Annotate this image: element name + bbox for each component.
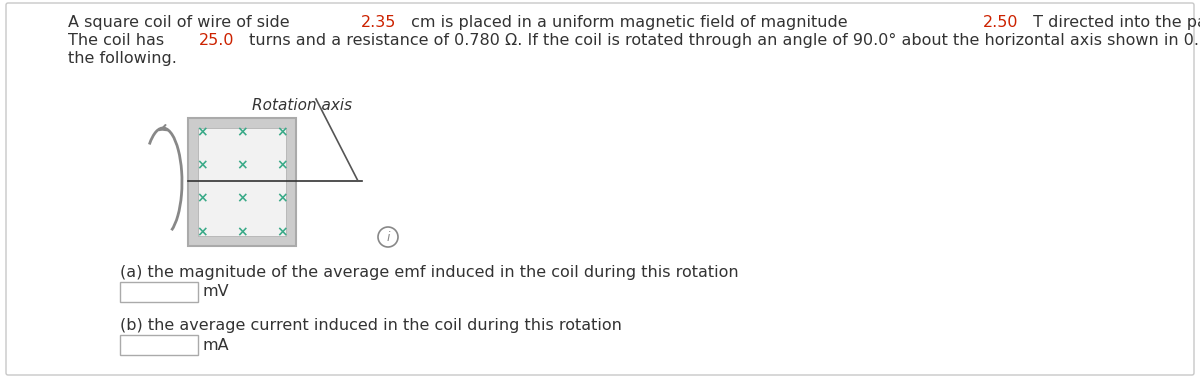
Text: ×: × [196,158,208,172]
Text: i: i [386,231,390,244]
Text: the following.: the following. [68,51,176,66]
Text: 2.35: 2.35 [360,15,396,30]
Text: Rotation axis: Rotation axis [252,98,352,113]
Text: mA: mA [203,338,229,352]
Bar [188,118,296,246]
FancyBboxPatch shape [6,3,1194,375]
Text: ×: × [276,192,288,206]
Text: ×: × [236,158,248,172]
Text: 2.50: 2.50 [983,15,1018,30]
Text: (b) the average current induced in the coil during this rotation: (b) the average current induced in the c… [120,318,622,333]
Bar [198,128,286,236]
Text: T directed into the page as in the figure shown below.: T directed into the page as in the figur… [1028,15,1200,30]
Text: ×: × [196,192,208,206]
Bar [188,118,296,246]
Text: cm is placed in a uniform magnetic field of magnitude: cm is placed in a uniform magnetic field… [407,15,853,30]
Text: ×: × [196,225,208,239]
Text: ×: × [196,125,208,139]
Text: ×: × [276,125,288,139]
Text: ×: × [236,225,248,239]
Text: The coil has: The coil has [68,33,169,48]
Text: ×: × [236,125,248,139]
Bar [120,335,198,355]
Text: ×: × [276,158,288,172]
Text: (a) the magnitude of the average emf induced in the coil during this rotation: (a) the magnitude of the average emf ind… [120,265,739,280]
Text: ×: × [276,225,288,239]
Text: 25.0: 25.0 [199,33,234,48]
Text: A square coil of wire of side: A square coil of wire of side [68,15,295,30]
Bar [120,282,198,302]
Text: turns and a resistance of 0.780 Ω. If the coil is rotated through an angle of 90: turns and a resistance of 0.780 Ω. If th… [245,33,1200,48]
Text: ×: × [236,192,248,206]
Text: mV: mV [203,285,229,299]
